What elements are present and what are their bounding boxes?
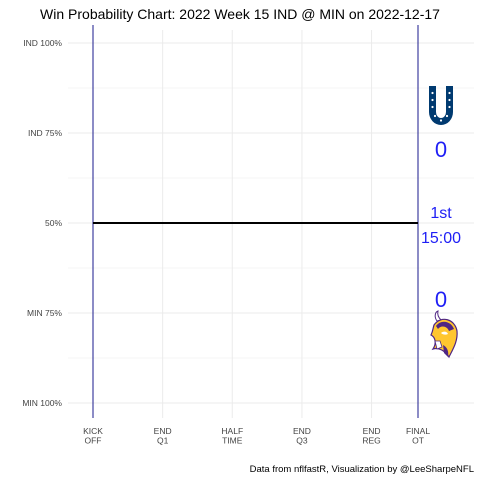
home-team-score: 0 bbox=[435, 137, 447, 162]
quarter-label: 1st bbox=[430, 205, 452, 222]
colts-logo bbox=[429, 86, 453, 125]
y-tick-label: IND 100% bbox=[23, 38, 62, 48]
x-tick-label: KICK bbox=[83, 426, 103, 436]
away-team-score: 0 bbox=[435, 287, 447, 312]
x-tick-label: TIME bbox=[222, 436, 243, 446]
y-axis-ticks: IND 100% IND 75% 50% MIN 75% MIN 100% bbox=[22, 38, 62, 408]
y-tick-label: MIN 100% bbox=[22, 398, 62, 408]
x-tick-label: OT bbox=[412, 436, 424, 446]
boundary-lines bbox=[92, 25, 419, 418]
y-tick-label: MIN 75% bbox=[27, 308, 62, 318]
x-tick-label: END bbox=[293, 426, 311, 436]
chart-caption: Data from nflfastR, Visualization by @Le… bbox=[250, 464, 474, 475]
x-tick-label: OFF bbox=[85, 436, 102, 446]
y-tick-label: 50% bbox=[45, 218, 62, 228]
x-tick-label: END bbox=[363, 426, 381, 436]
chart-title: Win Probability Chart: 2022 Week 15 IND … bbox=[40, 6, 440, 22]
vikings-logo bbox=[430, 310, 458, 359]
game-clock: 15:00 bbox=[421, 230, 461, 247]
x-tick-label: Q1 bbox=[157, 436, 169, 446]
y-tick-label: IND 75% bbox=[28, 128, 62, 138]
x-tick-label: Q3 bbox=[296, 436, 308, 446]
x-tick-label: HALF bbox=[221, 426, 243, 436]
x-tick-label: REG bbox=[362, 436, 380, 446]
x-tick-label: END bbox=[154, 426, 172, 436]
x-tick-label: FINAL bbox=[406, 426, 430, 436]
